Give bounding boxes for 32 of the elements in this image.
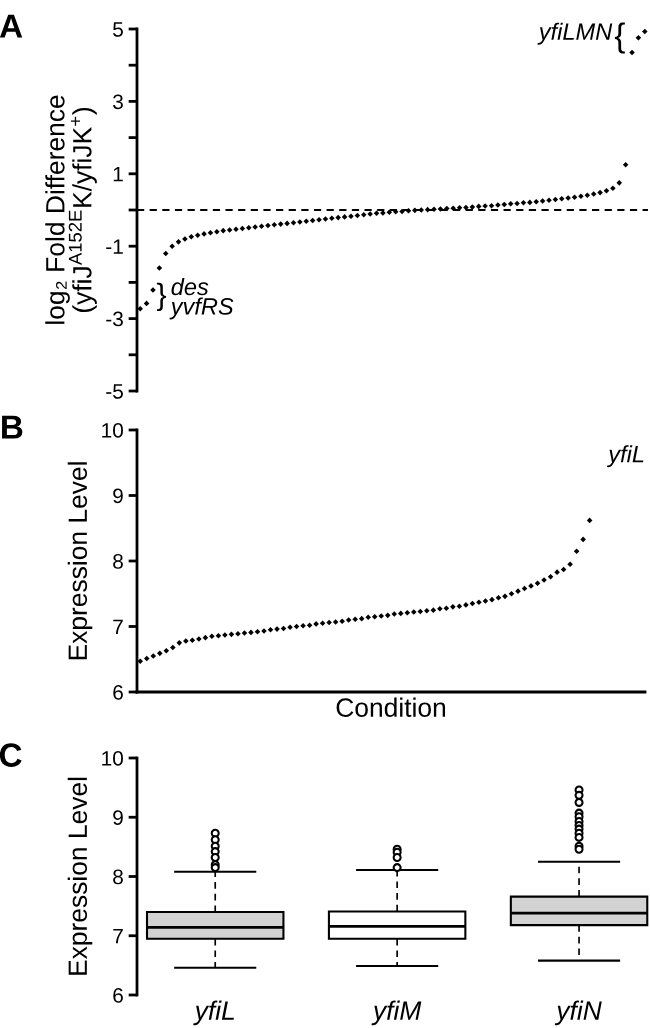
y-tick-label: 7 xyxy=(113,928,123,944)
y-tick-label: 1 xyxy=(113,167,123,182)
y-axis-title: log₂ Fold Difference (yfiJ$^{A152E}$K/yfiJK$^{+}$) xyxy=(45,95,97,324)
y-tick-label: 5 xyxy=(113,22,123,37)
annotation: } xyxy=(156,282,167,312)
y-tick-label: 8 xyxy=(113,554,123,569)
y-axis-title: Expression Level xyxy=(67,777,93,975)
y-tick-label: 9 xyxy=(113,488,123,504)
annotation: des xyxy=(171,277,209,296)
y-tick-label: 3 xyxy=(113,94,123,110)
y-tick-label: 7 xyxy=(113,619,123,635)
text: B xyxy=(2,415,23,439)
x-tick-label: yfiL xyxy=(193,1000,234,1026)
y-tick-label: -3 xyxy=(106,311,123,327)
annotation: yfiL xyxy=(606,445,644,468)
annotation: yfiLMN xyxy=(537,22,613,45)
y-tick-label: 6 xyxy=(113,685,123,700)
y-tick-label: -5 xyxy=(106,384,123,399)
text: A xyxy=(0,14,23,38)
y-tick-label: 9 xyxy=(113,810,123,825)
y-tick-label: -1 xyxy=(106,239,123,254)
annotation: yvfRS xyxy=(169,297,234,320)
y-tick-label: 6 xyxy=(113,988,123,1003)
x-tick-label: yfiN xyxy=(554,1000,602,1026)
y-tick-label: 10 xyxy=(102,751,123,766)
x-axis-title: Condition xyxy=(336,697,446,717)
y-axis-title: Expression Level xyxy=(67,462,93,660)
y-tick-label: 10 xyxy=(102,423,123,438)
y-tick-label: 8 xyxy=(113,869,123,885)
text: C xyxy=(0,743,22,767)
x-tick-label: yfiM xyxy=(371,1000,422,1026)
annotation: { xyxy=(614,22,625,54)
